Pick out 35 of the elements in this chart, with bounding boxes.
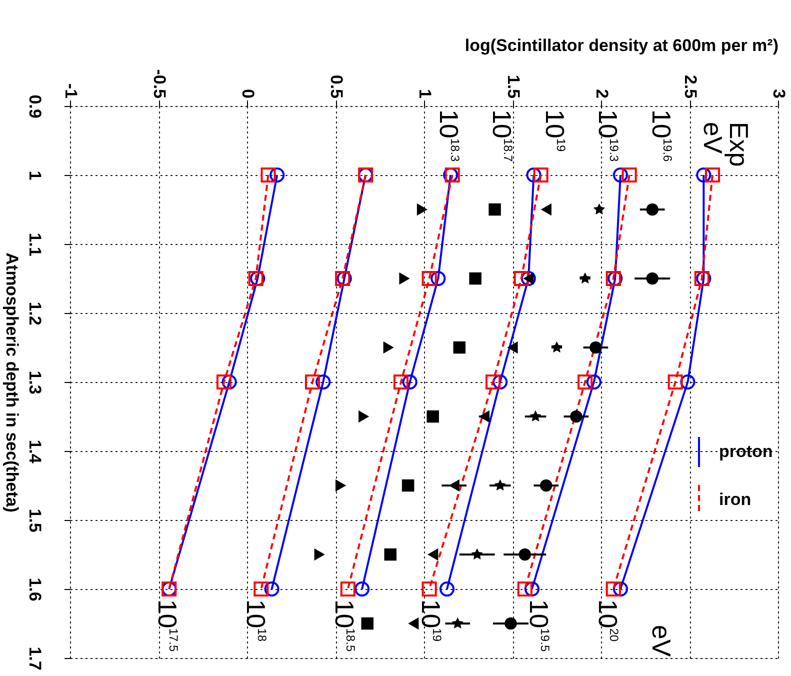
y-tick-label: 1 xyxy=(26,170,44,180)
x-tick-label: 1.5 xyxy=(504,74,523,98)
legend-label: proton xyxy=(719,442,773,461)
y-tick-label: 1.5 xyxy=(26,508,44,532)
x-tick-label: 3 xyxy=(770,89,788,98)
y-tick-label: 1.1 xyxy=(26,232,44,256)
x-tick-label: -1 xyxy=(62,83,80,98)
annotation: 1019.5 xyxy=(524,599,554,652)
x-axis-title: log(Scintillator density at 600m per m²) xyxy=(464,36,778,56)
y-tick-label: 1.6 xyxy=(26,578,44,602)
y-tick-label: 1.2 xyxy=(26,302,44,326)
x-tick-label: 0.5 xyxy=(327,74,346,98)
annotation: 1017.5 xyxy=(152,599,182,652)
y-tick-label: 0.9 xyxy=(26,94,44,118)
annotation: 1018.3 xyxy=(434,109,464,162)
legend-label: iron xyxy=(719,490,752,509)
annotation: 1018.7 xyxy=(487,109,518,162)
annotation: 1019.3 xyxy=(593,109,624,162)
y-tick-label: 1.3 xyxy=(26,370,44,394)
y-tick-label: 1.7 xyxy=(26,646,44,670)
y-tick-label: 1.4 xyxy=(26,440,44,464)
annotation: 1018.5 xyxy=(330,599,360,652)
y-axis-title: Atmospheric depth in sec(theta) xyxy=(2,252,22,512)
annotation: 1019.6 xyxy=(646,109,676,162)
annotation: Exp eV xyxy=(698,122,754,167)
annotation: 1018 xyxy=(241,599,271,642)
annotation: 1020 xyxy=(593,599,624,642)
x-tick-label: 2.5 xyxy=(681,74,700,98)
x-tick-label: 1 xyxy=(416,89,434,98)
x-tick-label: 2 xyxy=(592,89,612,98)
annotation: eV xyxy=(646,624,676,658)
x-tick-label: 0 xyxy=(238,89,258,98)
annotation: 1019 xyxy=(540,109,570,152)
x-tick-label: -0.5 xyxy=(150,69,169,98)
annotation: 1019 xyxy=(416,599,446,642)
